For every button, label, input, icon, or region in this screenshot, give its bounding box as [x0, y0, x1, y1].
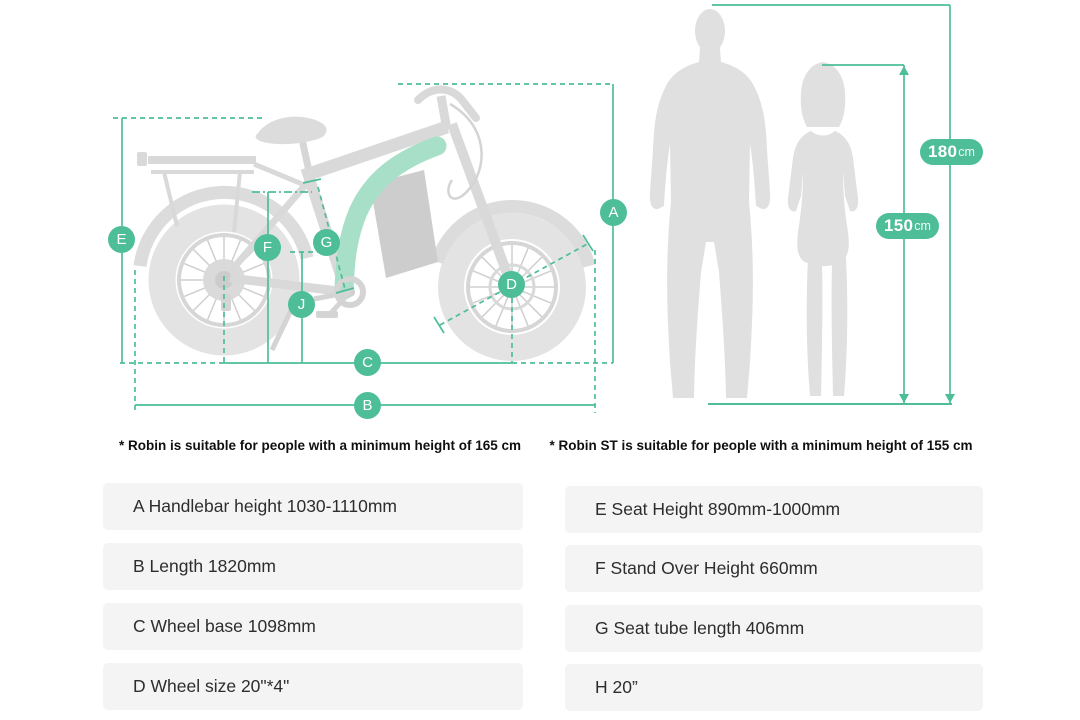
bike-illustration — [133, 85, 596, 361]
diagram-label-g: G — [313, 229, 340, 256]
height-badge-value: 150 — [884, 216, 914, 235]
spec-row-label: C Wheel base 1098mm — [133, 616, 316, 636]
height-badge-unit: cm — [914, 219, 931, 233]
spec-row-wheel-base: C Wheel base 1098mm — [103, 603, 523, 650]
footnote-robin-st: * Robin ST is suitable for people with a… — [549, 438, 973, 453]
measurement-arrows — [899, 66, 955, 403]
spec-row-label: D Wheel size 20"*4" — [133, 676, 290, 696]
male-silhouette-body — [649, 48, 771, 398]
spec-row-label: F Stand Over Height 660mm — [595, 558, 818, 578]
diagram-label-d: D — [498, 271, 525, 298]
spec-row-label: B Length 1820mm — [133, 556, 277, 576]
height-badge-value: 180 — [928, 142, 958, 161]
spec-row-label: A Handlebar height 1030-1110mm — [133, 496, 397, 516]
spec-row-length: B Length 1820mm — [103, 543, 523, 590]
height-badge-180cm: 180 cm — [920, 139, 983, 165]
diagram-label-c: C — [354, 349, 381, 376]
spec-row-label: E Seat Height 890mm-1000mm — [595, 499, 841, 519]
spec-row-stand-over-height: F Stand Over Height 660mm — [565, 545, 983, 592]
diagram-label-f: F — [254, 234, 281, 261]
spec-row-wheel-size: D Wheel size 20"*4" — [103, 663, 523, 710]
size-diagram — [113, 4, 955, 414]
spec-row-seat-tube-length: G Seat tube length 406mm — [565, 605, 983, 652]
spec-row-h: H 20” — [565, 664, 983, 711]
rear-rack — [148, 156, 303, 233]
female-silhouette-body — [787, 131, 859, 267]
height-badge-150cm: 150 cm — [876, 213, 939, 239]
spec-row-seat-height: E Seat Height 890mm-1000mm — [565, 486, 983, 533]
footnote-robin: * Robin is suitable for people with a mi… — [118, 438, 522, 453]
diagram-label-b: B — [354, 392, 381, 419]
diagram-label-e: E — [108, 226, 135, 253]
highlighted-frame-tube — [334, 136, 447, 300]
female-silhouette-head — [800, 62, 846, 127]
spec-row-label: H 20” — [595, 677, 638, 697]
human-silhouettes — [649, 9, 859, 398]
female-silhouette-legs — [806, 258, 848, 396]
spec-row-label: G Seat tube length 406mm — [595, 618, 805, 638]
height-badge-unit: cm — [958, 145, 975, 159]
diagram-label-a: A — [600, 199, 627, 226]
male-silhouette-head — [695, 9, 725, 53]
spec-row-handlebar-height: A Handlebar height 1030-1110mm — [103, 483, 523, 530]
diagram-label-j: J — [288, 291, 315, 318]
